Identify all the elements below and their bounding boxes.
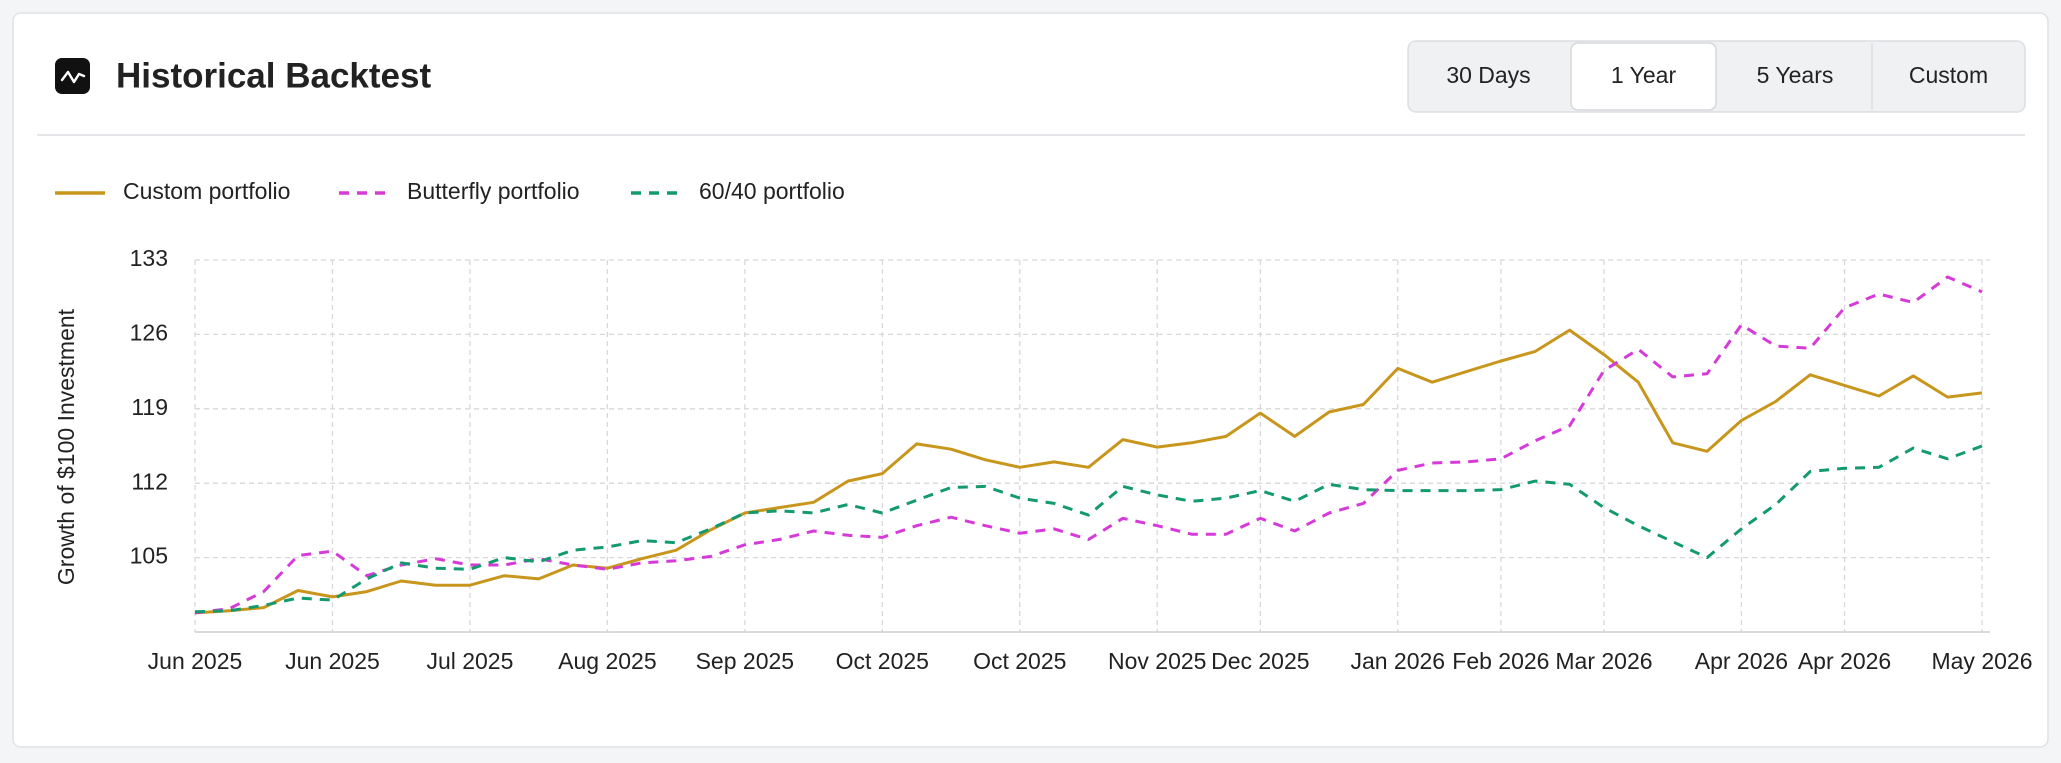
legend: Custom portfolio Butterfly portfolio 60/40…: [55, 178, 845, 204]
x-tick-label: Jun 2025: [285, 648, 380, 674]
card-title: Historical Backtest: [116, 56, 431, 95]
x-tick-label: Nov 2025: [1108, 648, 1206, 674]
series-line: [194, 444, 1983, 614]
x-tick-label: Aug 2025: [558, 648, 656, 674]
header-icon: [55, 58, 90, 94]
series-line: [194, 275, 1983, 615]
tab-selected-bg: [1570, 42, 1717, 111]
x-tick-label: Oct 2025: [836, 648, 929, 674]
card: [12, 12, 2049, 748]
tabs: 30 Days 1 Year 5 Years Custom: [1446, 42, 1988, 111]
tab[interactable]: 1 Year: [1611, 62, 1677, 88]
x-tick-label: Jun 2025: [148, 648, 243, 674]
y-tick-label: 133: [130, 245, 168, 271]
legend-label: Custom portfolio: [123, 178, 290, 204]
legend-label: Butterfly portfolio: [407, 178, 580, 204]
x-tick-label: Jul 2025: [426, 648, 513, 674]
x-tick-label: Feb 2026: [1452, 648, 1549, 674]
x-tick-label: Dec 2025: [1211, 648, 1309, 674]
y-tick-label: 119: [131, 394, 168, 420]
x-tick-label: May 2026: [1931, 648, 2032, 674]
y-tick-label: 105: [130, 543, 168, 569]
tab[interactable]: Custom: [1909, 62, 1988, 88]
x-tick-label: Jan 2026: [1350, 648, 1445, 674]
tab[interactable]: 5 Years: [1757, 62, 1834, 88]
x-tick-label: Oct 2025: [973, 648, 1066, 674]
tab[interactable]: 30 Days: [1446, 62, 1530, 88]
legend-label: 60/40 portfolio: [699, 178, 845, 204]
plot-area: 105 112 119 126 133 Jun 2025 Jun 2025 Jul 2025 A…: [130, 245, 2033, 674]
y-tick-label: 126: [130, 319, 168, 345]
series-line: [194, 328, 1983, 615]
y-tick-label: 112: [131, 468, 168, 494]
x-tick-label: Apr 2026: [1798, 648, 1891, 674]
y-axis-title: Growth of $100 Investment: [53, 308, 79, 585]
x-tick-label: Mar 2026: [1555, 648, 1652, 674]
x-tick-label: Apr 2026: [1695, 648, 1788, 674]
x-tick-label: Sep 2025: [696, 648, 794, 674]
